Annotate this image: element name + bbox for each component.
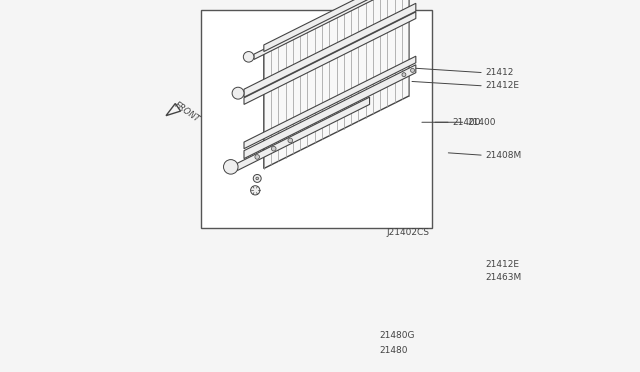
Text: 21412: 21412: [485, 68, 513, 77]
Polygon shape: [254, 0, 419, 60]
Circle shape: [288, 138, 292, 143]
Circle shape: [255, 155, 260, 159]
Circle shape: [271, 146, 276, 151]
Text: 21412E: 21412E: [485, 260, 519, 269]
Circle shape: [232, 87, 244, 99]
Polygon shape: [244, 3, 416, 97]
Text: 21480: 21480: [380, 346, 408, 355]
Polygon shape: [244, 65, 416, 158]
Circle shape: [223, 160, 238, 174]
Polygon shape: [237, 97, 369, 170]
Text: 21400: 21400: [452, 118, 481, 127]
Text: 21480G: 21480G: [380, 331, 415, 340]
Text: 21463M: 21463M: [485, 273, 522, 282]
Text: 21400: 21400: [467, 118, 496, 127]
Polygon shape: [244, 56, 416, 149]
Circle shape: [251, 186, 260, 195]
Circle shape: [256, 177, 259, 180]
Polygon shape: [264, 0, 406, 52]
Bar: [201, 10, 433, 228]
Text: J21402CS: J21402CS: [386, 228, 429, 237]
Circle shape: [410, 68, 415, 73]
Polygon shape: [244, 12, 416, 105]
Polygon shape: [264, 0, 409, 169]
Text: FRONT: FRONT: [173, 100, 202, 124]
Circle shape: [243, 52, 254, 62]
Text: 21412E: 21412E: [485, 81, 519, 90]
Circle shape: [253, 174, 261, 182]
Circle shape: [402, 73, 406, 77]
Text: 21408M: 21408M: [485, 151, 522, 160]
